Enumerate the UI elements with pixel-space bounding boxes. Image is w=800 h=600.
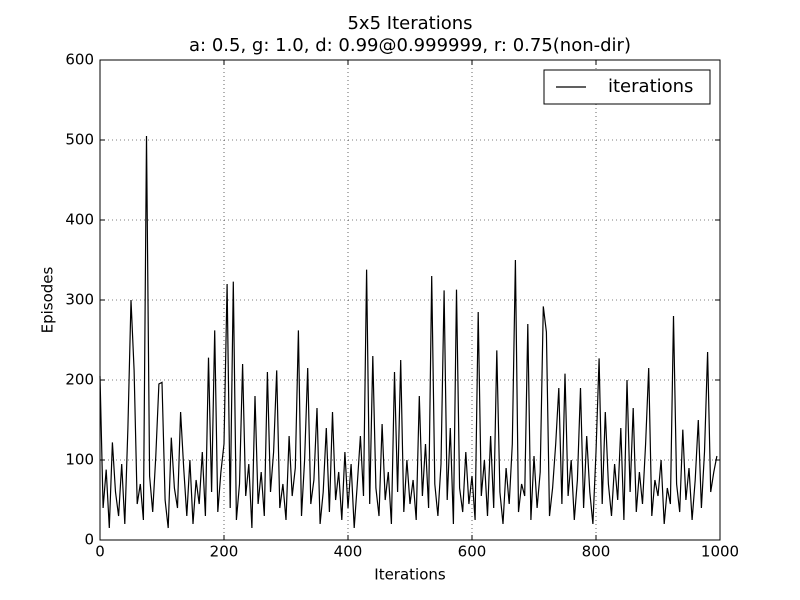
x-tick-label: 1000 — [701, 543, 739, 561]
y-tick-label: 300 — [65, 291, 94, 309]
y-tick-label: 400 — [65, 211, 94, 229]
y-tick-label: 200 — [65, 371, 94, 389]
x-axis-label: Iterations — [374, 566, 446, 584]
chart-title: 5x5 Iterations — [347, 13, 472, 34]
y-tick-label: 500 — [65, 131, 94, 149]
y-tick-label: 600 — [65, 51, 94, 69]
y-axis-label: Episodes — [39, 266, 57, 333]
y-tick-label: 100 — [65, 451, 94, 469]
x-tick-label: 200 — [210, 543, 239, 561]
legend: iterations — [543, 69, 711, 105]
x-tick-label: 600 — [458, 543, 487, 561]
x-tick-label: 800 — [582, 543, 611, 561]
x-tick-label: 400 — [334, 543, 363, 561]
x-tick-label: 0 — [95, 543, 105, 561]
chart-subtitle: a: 0.5, g: 1.0, d: 0.99@0.999999, r: 0.7… — [189, 35, 631, 56]
data-line — [99, 135, 718, 529]
legend-label: iterations — [608, 76, 693, 97]
plot-frame — [99, 59, 721, 541]
y-tick-label: 0 — [84, 531, 94, 549]
